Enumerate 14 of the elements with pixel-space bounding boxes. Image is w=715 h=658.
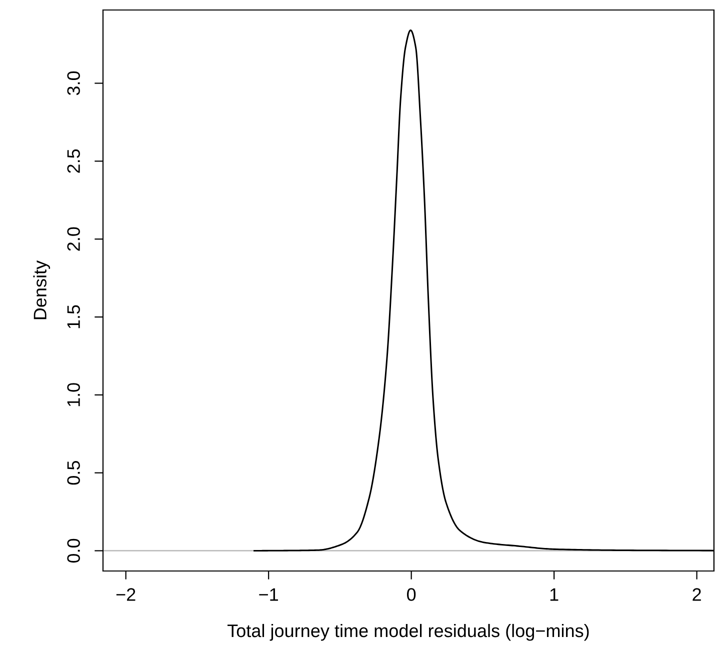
y-tick-label: 3.0 [67,71,80,96]
y-tick-label: 2.5 [67,149,80,173]
y-tick-label: 0.5 [67,461,80,485]
x-tick-label: −2 [116,588,136,601]
y-tick-label: 0.0 [67,538,80,563]
x-axis-title: Total journey time model residuals (log−mins) [228,624,589,641]
y-tick-label: 1.5 [67,305,80,328]
x-tick-label: −1 [259,588,278,601]
y-tick-label: 2.0 [67,227,80,251]
x-tick-label: 2 [692,588,701,601]
y-axis-title: Density [33,260,50,320]
x-tick-label: 1 [550,588,558,601]
x-tick-label: 0 [407,588,416,601]
y-tick-label: 1.0 [67,383,80,406]
